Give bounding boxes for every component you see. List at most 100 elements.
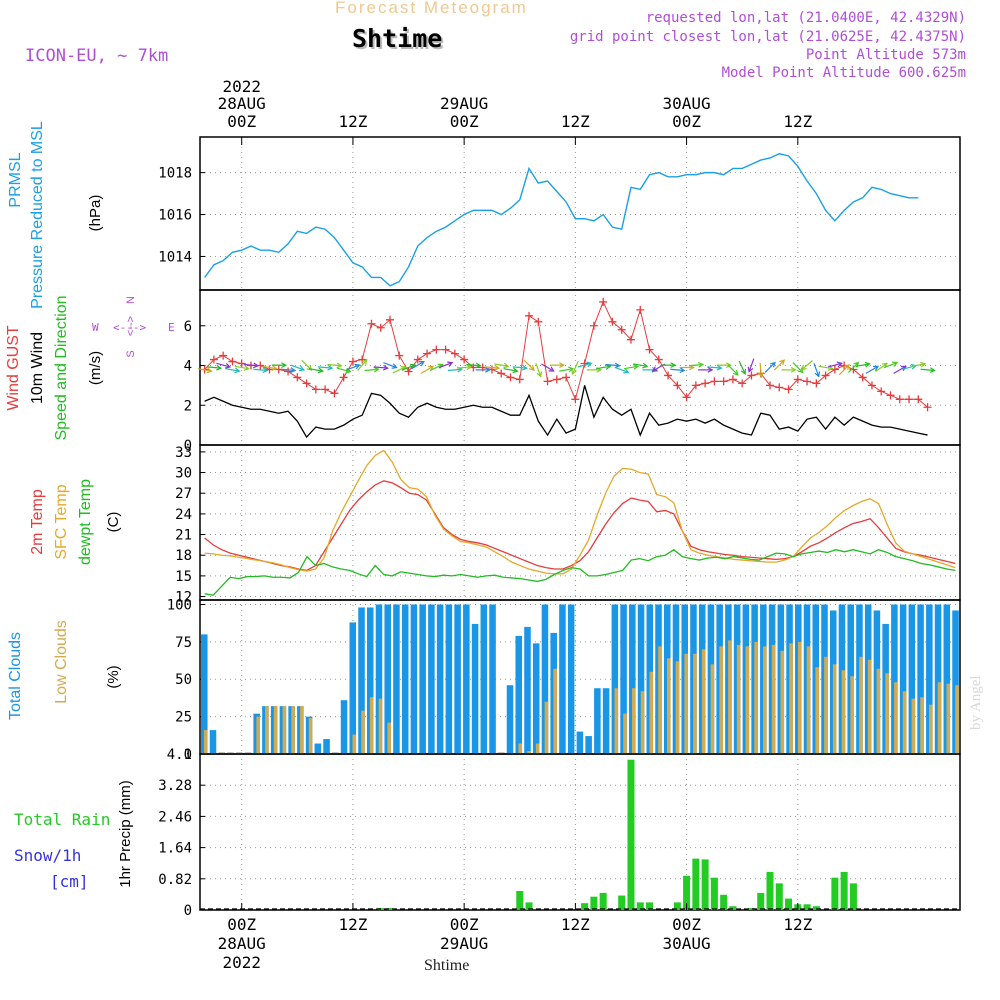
arrow-head <box>732 369 739 376</box>
low-cloud-bar <box>535 743 540 754</box>
y-tick-label: 25 <box>175 710 192 726</box>
total-cloud-bar <box>576 731 584 754</box>
gust-marker <box>293 373 302 382</box>
low-cloud-bar <box>789 643 793 754</box>
arrow-head <box>873 365 880 371</box>
panel-1: 0 2 4 6 <box>184 289 961 454</box>
arrow-head <box>844 364 850 370</box>
wind-direction-arrow <box>883 361 899 369</box>
y-tick-label: 50 <box>175 672 192 688</box>
low-cloud-bar <box>763 646 767 754</box>
arrow-head <box>571 368 577 375</box>
arrow-shaft <box>748 358 755 372</box>
arrow-shaft <box>290 364 305 371</box>
total-cloud-bar <box>602 688 610 754</box>
gust-label: Wind GUST <box>5 325 22 411</box>
compass-arrows: <---> <box>113 321 146 334</box>
arrow-shaft <box>577 362 592 368</box>
gust-marker <box>701 379 710 388</box>
gust-marker <box>237 359 246 368</box>
total-cloud-bar <box>428 604 435 754</box>
arrow-head <box>632 364 640 370</box>
rain-bar <box>812 906 820 910</box>
arrow-shaft <box>336 367 351 373</box>
y-tick-label: 27 <box>175 486 192 502</box>
y-tick-label: 24 <box>175 507 192 523</box>
low-cloud-bar <box>369 697 374 754</box>
arrow-head <box>614 362 621 369</box>
total-cloud-bar <box>567 604 575 754</box>
wind-direction-arrow <box>758 362 764 379</box>
gust-marker <box>626 335 635 344</box>
arrow-head <box>568 366 575 373</box>
y-tick-label: 12 <box>175 590 192 606</box>
low-cloud-bar <box>841 670 846 754</box>
arrow-head <box>529 365 535 371</box>
rain-bar <box>692 858 700 910</box>
arrow-head <box>536 371 543 378</box>
arrow-shaft <box>633 363 648 367</box>
gust-marker <box>413 355 422 364</box>
wind-direction-arrow <box>633 362 649 369</box>
y-tick-label: 0 <box>184 438 192 454</box>
arrow-head <box>253 362 260 369</box>
gust-marker <box>710 377 719 386</box>
arrow-head <box>271 365 278 371</box>
arrow-head <box>494 364 501 371</box>
arrow-head <box>485 366 491 373</box>
bottom-axis-time: 00Z <box>450 915 479 934</box>
pressure-label-short: PRMSL <box>7 152 24 207</box>
gust-marker <box>543 377 552 386</box>
wind-direction-arrow <box>281 367 297 374</box>
bottom-axis-date: 28AUG <box>218 934 266 953</box>
gust-marker <box>719 377 728 386</box>
low-cloud-bar <box>631 688 636 754</box>
gust-marker <box>339 373 348 382</box>
arrow-head <box>290 367 297 374</box>
rain-bar <box>766 871 774 910</box>
bottom-axis-date: 30AUG <box>662 934 710 953</box>
arrow-head <box>224 363 232 369</box>
panel-3: 0 25 50 75 100 <box>167 597 961 763</box>
low-cloud-bar <box>955 685 959 754</box>
rain-bar <box>729 906 737 910</box>
arrow-shaft <box>357 359 368 371</box>
arrow-head <box>373 366 380 373</box>
arrow-head <box>382 364 389 371</box>
total-cloud-bar <box>323 739 330 754</box>
wind-direction-arrow <box>698 366 714 373</box>
arrow-shaft <box>920 368 935 372</box>
wind-direction-arrow <box>225 367 241 374</box>
arrow-shaft <box>535 363 542 377</box>
low-cloud-bar <box>745 646 750 754</box>
wind-direction-arrow <box>438 361 454 369</box>
rain-bar <box>599 892 607 910</box>
pressure-label-long: Pressure Reduced to MSL <box>29 121 46 309</box>
gust-marker <box>367 319 376 328</box>
arrow-head <box>216 364 223 371</box>
low-cloud-bar <box>946 683 951 754</box>
rain-bar <box>636 902 644 910</box>
arrow-head <box>747 366 754 373</box>
arrow-shaft <box>494 363 509 367</box>
low-cloud-bar <box>797 641 802 754</box>
arrow-shaft <box>318 366 333 369</box>
arrow-shaft <box>911 363 926 367</box>
station-title: Shtime <box>352 24 443 53</box>
wind-direction-arrow <box>800 360 813 371</box>
wind-direction-arrow <box>466 362 482 369</box>
low-cloud-bar <box>378 698 383 754</box>
total-cloud-bar <box>480 604 488 754</box>
arrow-head <box>707 366 714 373</box>
arrow-shaft <box>401 364 416 371</box>
gust-marker <box>747 371 756 380</box>
wind-direction-arrow <box>707 364 723 371</box>
arrow-shaft <box>759 362 762 377</box>
total-cloud-bar <box>401 604 409 754</box>
top-axis-time: 12Z <box>338 112 367 131</box>
arrow-head <box>929 367 936 374</box>
arrow-head <box>836 361 843 368</box>
gust-marker <box>589 321 598 330</box>
total-cloud-bar <box>349 622 357 754</box>
gust-marker <box>209 355 218 364</box>
